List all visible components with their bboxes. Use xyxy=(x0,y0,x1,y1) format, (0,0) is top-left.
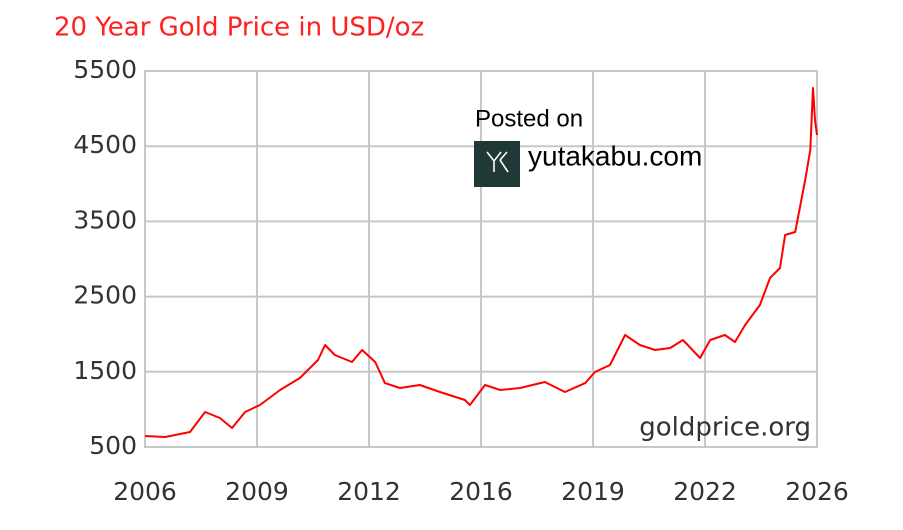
x-tick-label: 2022 xyxy=(673,477,737,506)
x-tick-label: 2012 xyxy=(337,477,401,506)
price-line xyxy=(144,87,818,438)
source-label: goldprice.org xyxy=(639,413,811,443)
x-tick-label: 2026 xyxy=(785,477,849,506)
posted-label: Posted on xyxy=(475,105,583,132)
y-tick-label: 2500 xyxy=(73,281,137,310)
site-label: yutakabu.com xyxy=(528,140,702,171)
x-tick-label: 2006 xyxy=(113,477,177,506)
y-tick-label: 4500 xyxy=(73,130,137,159)
chart-title: 20 Year Gold Price in USD/oz xyxy=(54,13,424,43)
y-tick-label: 500 xyxy=(89,431,137,460)
y-tick-label: 3500 xyxy=(73,205,137,234)
x-tick-label: 2019 xyxy=(561,477,625,506)
site-logo xyxy=(474,141,520,187)
y-tick-label: 1500 xyxy=(73,356,137,385)
plot-area: 500 1500 2500 3500 4500 5500 2006 2009 2012 2016 2… xyxy=(73,55,848,506)
x-tick-label: 2009 xyxy=(225,477,289,506)
x-tick-label: 2016 xyxy=(449,477,513,506)
y-tick-label: 5500 xyxy=(73,55,137,84)
plot-frame xyxy=(144,70,818,448)
